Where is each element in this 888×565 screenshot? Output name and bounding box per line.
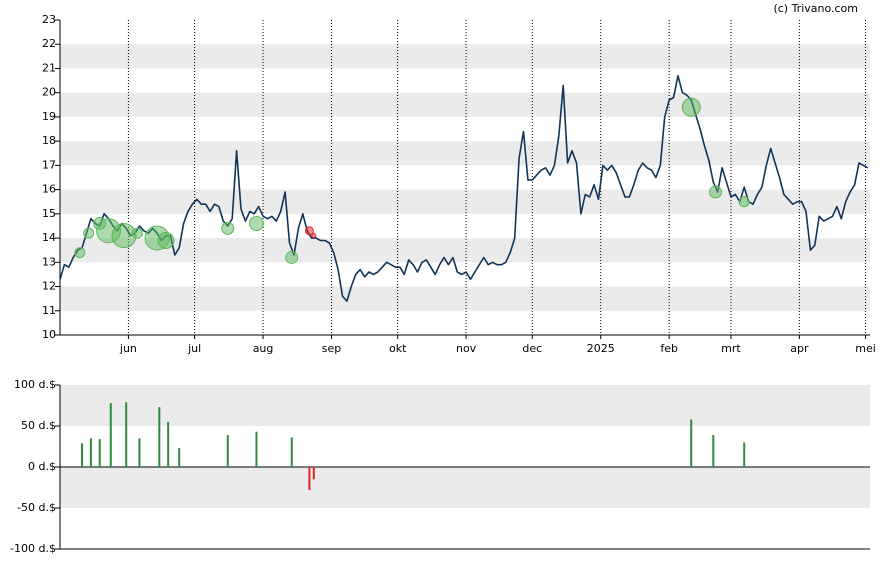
y-tick-label: 17	[42, 158, 56, 171]
bar	[255, 431, 258, 467]
y-tick-label: 12	[42, 280, 56, 293]
y-tick-label: -50 d.$	[17, 501, 56, 514]
trade-bubble	[131, 227, 143, 239]
grid-band	[60, 385, 870, 426]
grid-band	[60, 92, 870, 117]
trade-bubble	[74, 247, 86, 259]
grid-band	[60, 286, 870, 311]
x-tick-label: dec	[522, 342, 542, 355]
x-tick-label: mrt	[721, 342, 741, 355]
grid-band	[60, 467, 870, 508]
y-tick-label: 14	[42, 231, 56, 244]
y-tick-label: 50 d.$	[21, 419, 56, 432]
bar	[125, 402, 128, 467]
trade-bubble	[285, 250, 299, 264]
trade-bubble	[83, 227, 95, 239]
trade-bubble	[157, 232, 175, 249]
y-tick-label: 18	[42, 134, 56, 147]
trade-bubble	[738, 196, 750, 208]
trade-bubble	[311, 233, 317, 239]
grid-band	[60, 141, 870, 166]
y-tick-label: 20	[42, 86, 56, 99]
x-tick-label: sep	[322, 342, 341, 355]
trade-bubble	[709, 185, 723, 199]
bar	[109, 403, 112, 467]
x-tick-label: okt	[389, 342, 407, 355]
bar	[308, 467, 311, 490]
y-tick-label: 13	[42, 255, 56, 268]
y-tick-label: 16	[42, 183, 56, 196]
bar	[312, 467, 315, 480]
x-tick-label: apr	[790, 342, 809, 355]
bar	[89, 438, 92, 467]
trade-bubble	[304, 226, 314, 236]
bar	[290, 437, 293, 467]
bar	[81, 443, 84, 467]
grid-band	[60, 44, 870, 69]
bar	[167, 421, 170, 467]
trade-bubble	[248, 216, 264, 232]
x-tick-label: jun	[119, 342, 137, 355]
y-tick-label: 10	[42, 328, 56, 341]
y-tick-label: 22	[42, 37, 56, 50]
trade-bubble	[221, 221, 235, 235]
y-tick-label: 0 d.$	[28, 460, 56, 473]
bar	[98, 439, 101, 467]
y-tick-label: 15	[42, 207, 56, 220]
y-tick-label: 19	[42, 110, 56, 123]
x-tick-label: nov	[456, 342, 477, 355]
x-tick-label: jul	[187, 342, 201, 355]
bar	[158, 407, 161, 467]
x-tick-label: aug	[253, 342, 274, 355]
watermark: (c) Trivano.com	[773, 2, 858, 15]
y-tick-label: 11	[42, 304, 56, 317]
bar	[690, 419, 693, 467]
price-line	[59, 74, 869, 302]
bar	[226, 435, 229, 467]
y-tick-label: 23	[42, 13, 56, 26]
x-tick-label: feb	[660, 342, 678, 355]
bar	[743, 442, 746, 467]
x-tick-label: mei	[855, 342, 876, 355]
bar	[178, 448, 181, 467]
trade-bubble	[681, 97, 701, 117]
x-tick-label: 2025	[587, 342, 615, 355]
grid-band	[60, 238, 870, 263]
y-tick-label: 100 d.$	[14, 378, 56, 391]
y-tick-label: 21	[42, 61, 56, 74]
bar	[138, 438, 141, 467]
bar	[712, 435, 715, 467]
y-tick-label: -100 d.$	[10, 542, 56, 555]
